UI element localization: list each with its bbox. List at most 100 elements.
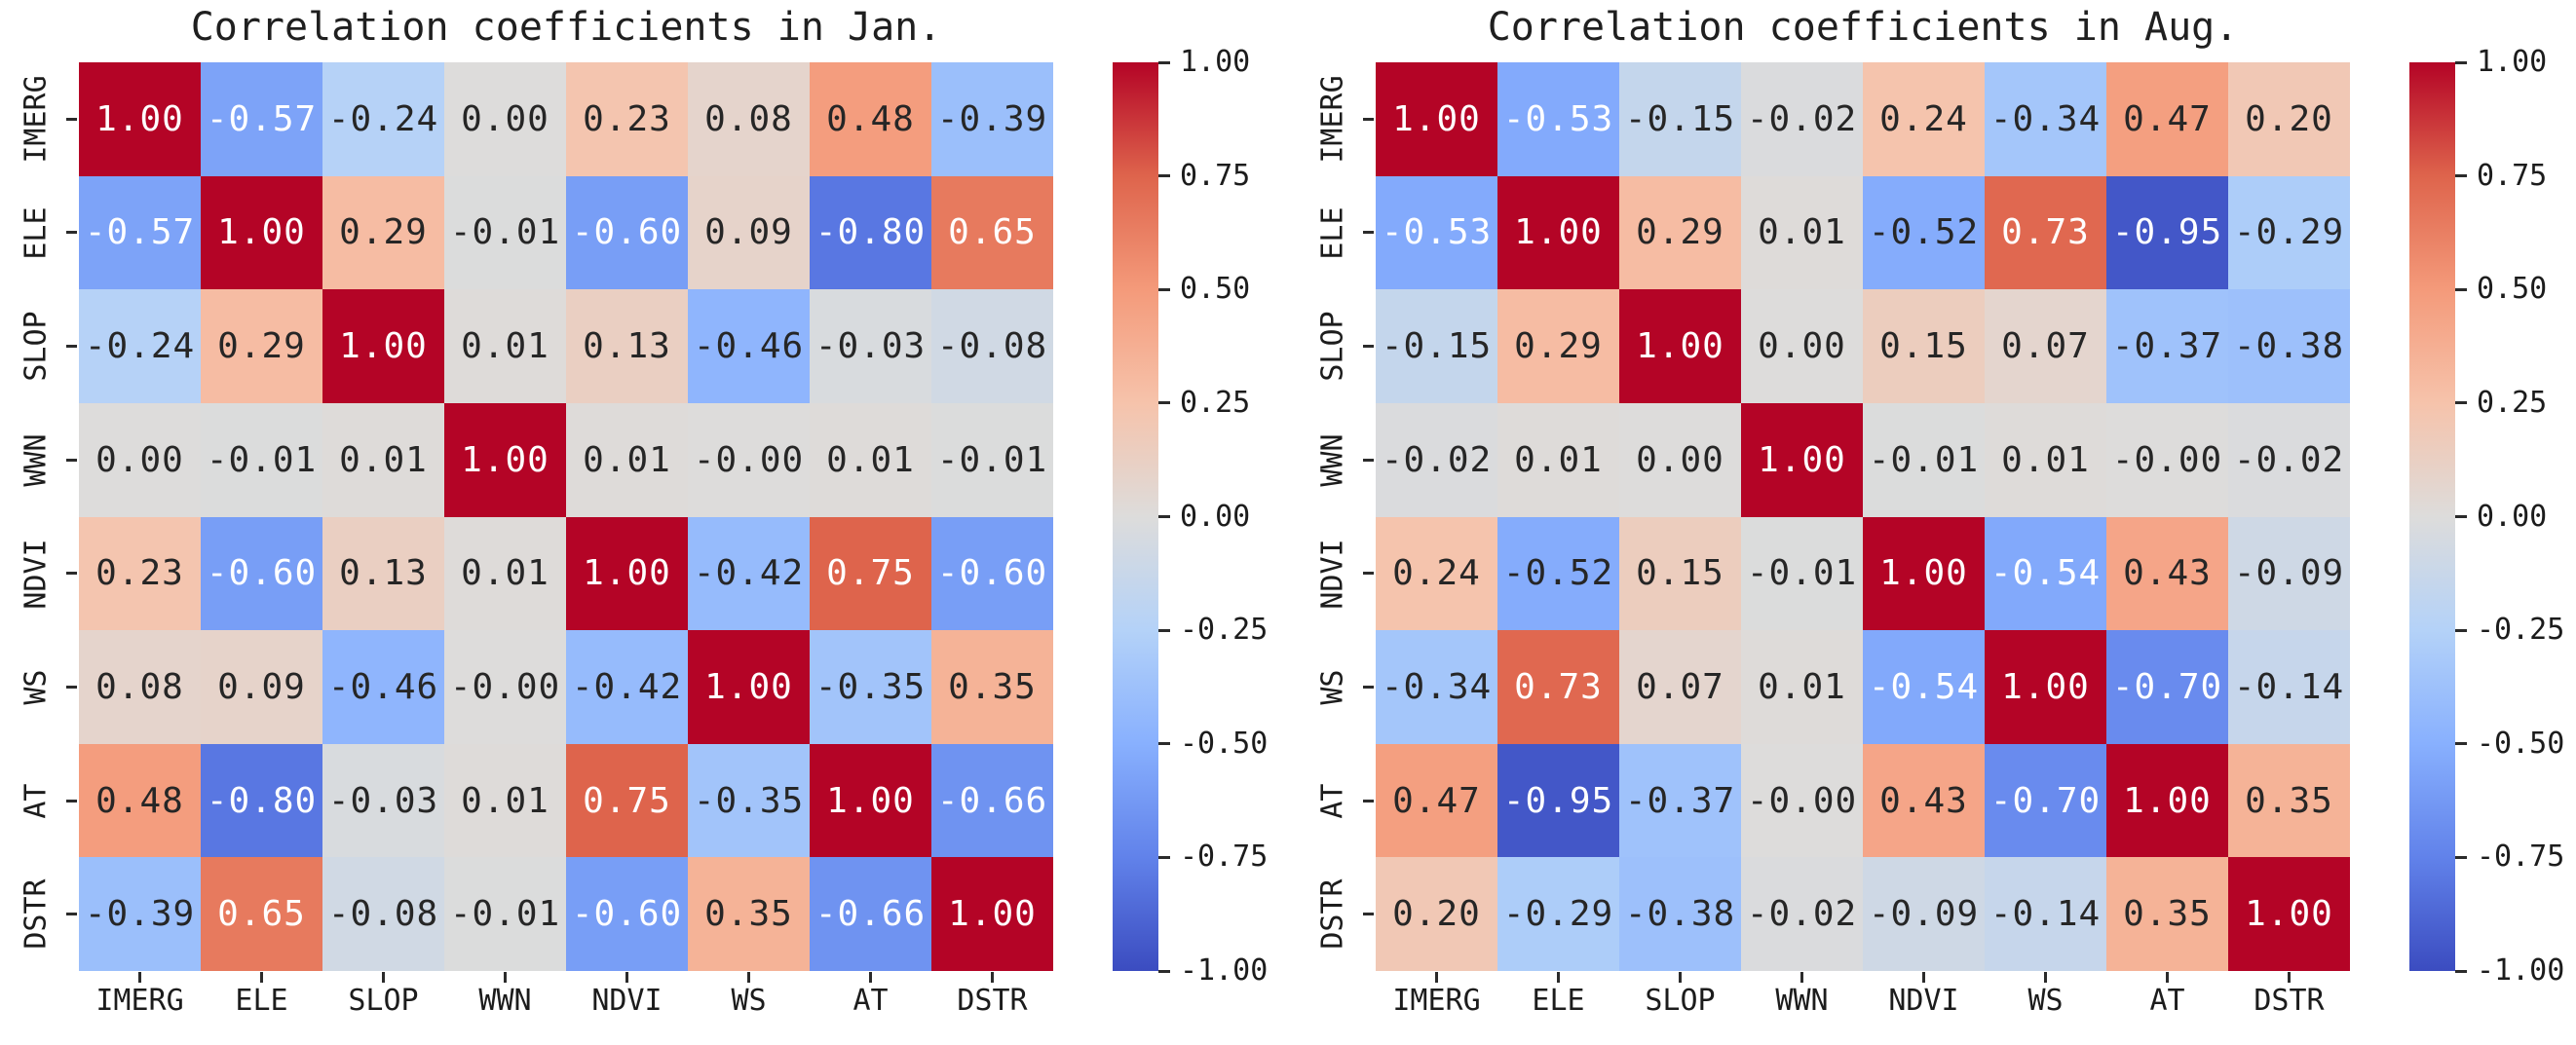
heatmap-cell: 0.01 <box>810 402 931 517</box>
heatmap-cell: -0.54 <box>1985 516 2106 631</box>
colorbar-tick-label: 0.25 <box>2477 385 2548 420</box>
cell-value: 0.01 <box>1758 212 1846 253</box>
cell-value: -0.29 <box>2233 212 2345 253</box>
heatmap-cell: 1.00 <box>201 175 322 290</box>
y-axis-tick <box>1363 913 1374 916</box>
heatmap-matrix: 1.00 -0.53 -0.15 -0.02 0.24 -0.34 0.47 0.20 -0.5… <box>1376 62 2350 971</box>
colorbar-tick-label: -0.50 <box>2477 726 2565 761</box>
heatmap-cell: 0.01 <box>1741 175 1863 290</box>
cell-value: 0.20 <box>1392 894 1481 935</box>
cell-value: 0.24 <box>1879 98 1968 139</box>
cell-value: 0.29 <box>217 326 306 367</box>
cell-value: -0.60 <box>206 553 318 594</box>
cell-value: 0.35 <box>948 666 1037 707</box>
x-axis-label: AT <box>852 984 889 1018</box>
x-axis-label: WWN <box>478 984 532 1018</box>
cell-value: -0.95 <box>2111 212 2223 253</box>
colorbar-tick <box>1158 515 1170 518</box>
x-axis-label: IMERG <box>1392 984 1481 1018</box>
heatmap-cell: -0.14 <box>1985 857 2106 971</box>
cell-value: -0.34 <box>1381 666 1493 707</box>
cell-value: -0.02 <box>1746 894 1858 935</box>
heatmap-cell: -0.52 <box>1863 175 1985 290</box>
cell-value: -0.38 <box>1624 894 1736 935</box>
cell-value: 0.75 <box>583 780 671 821</box>
y-axis-tick <box>1363 345 1374 349</box>
x-axis-label: SLOP <box>348 984 419 1018</box>
cell-value: 0.15 <box>1879 326 1968 367</box>
heatmap-cell: -0.46 <box>322 630 444 744</box>
cell-value: -0.39 <box>936 98 1048 139</box>
y-axis-tick <box>1363 458 1374 462</box>
cell-value: -0.01 <box>449 894 561 935</box>
cell-value: -0.80 <box>814 212 927 253</box>
cell-value: -0.00 <box>2111 439 2223 480</box>
cell-value: -0.46 <box>693 326 805 367</box>
cell-value: 1.00 <box>1514 212 1603 253</box>
colorbar-tick <box>1158 855 1170 859</box>
cell-value: -0.15 <box>1624 98 1736 139</box>
colorbar-tick <box>1158 742 1170 746</box>
cell-value: 0.23 <box>583 98 671 139</box>
heatmap-cell: -0.01 <box>444 175 566 290</box>
cell-value: -0.53 <box>1381 212 1493 253</box>
heatmap-cell: 0.23 <box>566 62 688 176</box>
cell-value: -0.70 <box>2111 666 2223 707</box>
y-axis-label: IMERG <box>1315 75 1350 164</box>
cell-value: 0.01 <box>1514 439 1603 480</box>
heatmap-cell: 1.00 <box>2228 857 2350 971</box>
heatmap-cell: 0.01 <box>1497 402 1619 517</box>
cell-value: -0.09 <box>2233 553 2345 594</box>
heatmap-cell: 1.00 <box>444 402 566 517</box>
colorbar-tick-label: -0.75 <box>2477 840 2565 875</box>
heatmap-cell: 0.24 <box>1376 516 1497 631</box>
heatmap-cell: -0.95 <box>2106 175 2228 290</box>
heatmap-cell: -0.60 <box>201 516 322 631</box>
heatmap-cell: 1.00 <box>1863 516 1985 631</box>
x-axis-label: WWN <box>1775 984 1829 1018</box>
heatmap-cell: -0.34 <box>1985 62 2106 176</box>
cell-value: -0.01 <box>1868 439 1980 480</box>
cell-value: -0.02 <box>1381 439 1493 480</box>
cell-value: -0.24 <box>327 98 439 139</box>
cell-value: 0.01 <box>1758 666 1846 707</box>
heatmap-cell: -0.35 <box>810 630 931 744</box>
cell-value: -0.24 <box>84 326 196 367</box>
cell-value: 0.00 <box>461 98 549 139</box>
heatmap-cell: -0.15 <box>1619 62 1741 176</box>
cell-value: 0.23 <box>95 553 184 594</box>
colorbar-tick <box>2455 401 2467 405</box>
y-axis-label: WWN <box>1315 433 1350 487</box>
heatmap-matrix: 1.00 -0.57 -0.24 0.00 0.23 0.08 0.48 -0.39 -0.57… <box>79 62 1053 971</box>
cell-value: 1.00 <box>95 98 184 139</box>
cell-value: 1.00 <box>1879 553 1968 594</box>
heatmap-cell: 0.01 <box>566 402 688 517</box>
cell-value: -0.80 <box>206 780 318 821</box>
heatmap-cell: -0.01 <box>931 402 1053 517</box>
cell-value: 1.00 <box>2001 666 2090 707</box>
heatmap-cell: 0.20 <box>1376 857 1497 971</box>
heatmap-cell: -0.02 <box>1741 857 1863 971</box>
x-axis-tick <box>747 972 750 983</box>
heatmap-cell: 1.00 <box>79 62 201 176</box>
heatmap-cell: 0.09 <box>201 630 322 744</box>
colorbar-tick <box>2455 287 2467 291</box>
colorbar-tick <box>2455 969 2467 973</box>
cell-value: -0.52 <box>1868 212 1980 253</box>
heatmap-cell: -0.38 <box>2228 289 2350 403</box>
cell-value: -0.42 <box>693 553 805 594</box>
heatmap-cell: -0.08 <box>931 289 1053 403</box>
y-axis-label: NDVI <box>1315 538 1350 609</box>
cell-value: 0.15 <box>1636 553 1724 594</box>
y-axis-tick <box>66 572 77 576</box>
cell-value: -0.52 <box>1502 553 1614 594</box>
heatmap-cell: -0.02 <box>1741 62 1863 176</box>
colorbar-gradient <box>2409 62 2455 971</box>
heatmap-cell: 0.23 <box>79 516 201 631</box>
colorbar-tick-label: -1.00 <box>2477 953 2565 988</box>
heatmap-cell: -0.24 <box>79 289 201 403</box>
heatmap-cell: 0.73 <box>1985 175 2106 290</box>
cell-value: -0.70 <box>1989 780 2102 821</box>
heatmap-cell: 1.00 <box>1741 402 1863 517</box>
colorbar-gradient <box>1113 62 1158 971</box>
